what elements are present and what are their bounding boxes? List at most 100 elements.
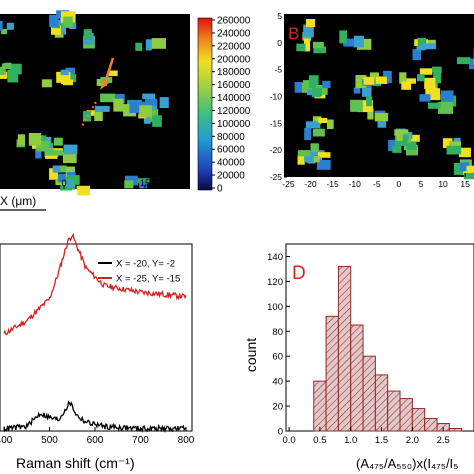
x-tick-label: 20 [166,178,176,188]
heatmap-cell [318,117,328,123]
heatmap-cell [303,24,314,38]
heatmap-cell [294,82,303,93]
heatmap-cell [466,165,474,172]
heatmap-cell [317,152,331,158]
heatmap-cell [159,97,169,108]
x-tick-label: 0.0 [282,435,295,446]
panel-a-blobs [0,10,169,196]
heatmap-cell [35,149,42,159]
heatmap-cell [428,102,441,109]
histogram-bar [448,428,463,432]
heatmap-cell [49,168,58,180]
histogram-bar [399,398,413,432]
histogram-bar [337,265,352,432]
heatmap-cell [49,14,59,27]
heatmap-cell [396,130,403,141]
heatmap-cell [312,116,322,125]
colorbar-tick-label: 60000 [217,145,245,156]
x-tick-label: 5 [88,178,93,188]
heatmap-cell [327,119,334,129]
y-tick-label: 80 [272,327,283,338]
x-tick-label: 0.5 [313,435,326,446]
panel-c-frame [0,243,193,432]
heatmap-cell [438,101,453,114]
heatmap-cell [60,69,69,76]
heatmap-cell [94,109,103,121]
heatmap-cell [469,58,474,70]
panel-b-label: B [288,24,299,43]
histogram-bar [411,408,426,432]
panel-b-y-ticks: 5 0 -5 -10 -15 -20 -25 [270,11,287,182]
colorbar-tick-label: 160000 [217,80,251,91]
panel-d-xlabel: (A₄₇₅/A₅₅₀)x(I₄₇₅/I₅ [356,456,458,471]
heatmap-cell [339,30,347,44]
y-tick-label: -15 [270,118,283,128]
heatmap-cell [423,39,436,46]
y-tick-label: -5 [274,65,282,75]
series-line [3,232,187,336]
heatmap-cell [399,72,407,84]
x-tick-label: -5 [373,179,381,189]
heatmap-cell [350,99,363,112]
y-tick-label: 100 [267,302,283,313]
heatmap-cell [304,38,311,52]
heatmap-cell [306,121,321,129]
panel-c-series [3,232,187,434]
heatmap-cell [36,140,50,152]
y-tick-label: 40 [272,377,283,388]
heatmap-cell [66,179,74,188]
heatmap-cell [145,39,152,51]
colorbar-tick-label: 240000 [217,28,251,39]
x-tick-label: 700 [132,435,149,446]
heatmap-cell [139,105,152,118]
heatmap-cell [355,75,367,89]
histogram-bar [325,315,339,432]
heatmap-cell [6,22,14,30]
heatmap-cell [424,77,436,89]
colorbar-tick-label: 40000 [217,158,245,169]
panel-c-legend: X = -20, Y= -2 X = -25, Y= -15 [98,259,180,285]
heatmap-cell [145,98,158,106]
x-tick-label: 15 [140,178,150,188]
panel-c-x-ticks: 400 500 600 700 800 [0,427,195,446]
panel-b-x-ticks: -25 -20 -15 -10 -5 0 5 10 15 [282,173,470,189]
heatmap-cell [77,185,91,196]
x-tick-label: -15 [326,179,339,189]
heatmap-cell [41,79,52,88]
heatmap-cell [322,80,331,88]
heatmap-cell [0,29,7,35]
panel-a-x-ticks: -10 -5 0 5 10 15 20 25 [2,178,189,189]
panel-a-colorbar: 2600002400002200002000001800001600001400… [197,16,251,195]
x-tick-label: 600 [87,435,104,446]
heatmap-cell [367,108,374,120]
heatmap-cell [9,63,22,75]
y-tick-label: -10 [270,92,283,102]
heatmap-cell [17,134,25,146]
heatmap-cell [432,66,442,73]
heatmap-cell [67,175,80,185]
heatmap-cell [366,96,373,107]
y-tick-label: 5 [277,11,282,21]
heatmap-cell [459,162,470,172]
heatmap-cell [463,173,474,180]
heatmap-cell [297,150,311,157]
heatmap-cell [65,166,75,178]
heatmap-cell [312,41,324,49]
y-tick-label: 20 [272,402,283,413]
histogram-bar [313,380,327,432]
heatmap-cell [55,180,66,185]
heatmap-cell [58,26,66,35]
heatmap-cell [446,145,462,155]
panel-b-blobs [294,19,474,180]
heatmap-cell [453,163,464,175]
y-tick-label: 60 [272,352,283,363]
heatmap-cell [316,160,331,170]
heatmap-cell [52,150,64,156]
x-tick-label: 400 [0,435,13,446]
x-tick-label: -10 [2,178,15,188]
x-tick-label: 0 [61,178,66,188]
x-tick-label: -5 [33,178,41,188]
colorbar-tick-label: 180000 [217,67,251,78]
panel-a-xlabel: X (μm) [0,194,36,208]
